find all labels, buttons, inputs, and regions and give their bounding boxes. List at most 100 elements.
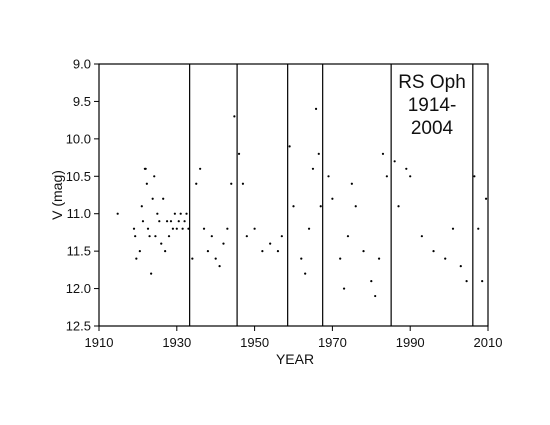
y-tick-label: 10.0 xyxy=(66,131,91,146)
data-point xyxy=(154,235,157,238)
data-point xyxy=(187,227,190,230)
data-point xyxy=(164,250,167,253)
data-point xyxy=(214,257,217,260)
data-point xyxy=(218,265,221,268)
y-axis-ticks: 9.0 9.5 10.0 10.5 11.0 11.5 12.0 12.5 xyxy=(66,57,99,334)
x-tick-label: 1950 xyxy=(240,335,269,350)
data-point xyxy=(158,220,161,223)
data-point xyxy=(311,167,315,170)
data-point xyxy=(444,257,447,260)
data-point xyxy=(195,182,198,185)
data-point xyxy=(314,107,318,111)
data-point xyxy=(307,227,311,230)
data-point xyxy=(304,272,307,275)
data-point xyxy=(165,220,169,223)
data-point xyxy=(132,227,136,230)
data-point xyxy=(222,242,225,245)
data-point xyxy=(405,167,408,170)
data-point xyxy=(167,235,171,238)
data-point xyxy=(432,250,435,253)
data-point xyxy=(206,250,210,253)
data-point xyxy=(327,175,330,178)
x-axis-label: YEAR xyxy=(276,351,314,367)
data-point xyxy=(269,242,272,245)
y-axis-label: V (mag) xyxy=(49,170,65,220)
data-point xyxy=(151,197,154,200)
y-tick-label: 11.0 xyxy=(67,206,91,221)
data-point xyxy=(484,197,488,200)
data-points xyxy=(116,107,488,298)
x-tick-label: 1930 xyxy=(162,335,191,350)
data-point xyxy=(342,287,346,290)
annotation-line-2: 1914- xyxy=(408,95,457,116)
y-tick-label: 9.5 xyxy=(73,94,91,109)
data-point xyxy=(477,227,480,230)
data-point xyxy=(191,257,194,260)
data-point xyxy=(292,205,295,208)
data-point xyxy=(177,220,180,223)
x-tick-label: 1990 xyxy=(396,335,425,350)
data-point xyxy=(237,152,241,155)
x-axis-ticks: 1910 1930 1950 1970 1990 2010 xyxy=(85,326,502,350)
data-point xyxy=(354,205,357,208)
y-tick-label: 10.5 xyxy=(66,169,91,184)
data-point xyxy=(451,227,455,230)
data-point xyxy=(138,250,141,253)
data-point xyxy=(261,250,264,253)
data-point xyxy=(199,167,202,170)
y-tick-label: 12.5 xyxy=(66,319,91,334)
data-point xyxy=(481,279,484,283)
data-point xyxy=(253,227,256,230)
annotation-line-1: RS Oph xyxy=(398,72,466,93)
data-point xyxy=(241,182,245,185)
data-point xyxy=(181,227,184,230)
data-point xyxy=(397,205,400,208)
annotation-line-3: 2004 xyxy=(411,118,454,139)
data-point xyxy=(171,227,175,230)
data-point xyxy=(377,257,381,260)
x-tick-label: 1970 xyxy=(318,335,347,350)
data-point xyxy=(162,197,165,200)
data-point xyxy=(145,182,148,185)
data-point xyxy=(134,235,137,238)
data-point xyxy=(153,175,156,178)
data-point xyxy=(409,175,412,178)
data-point xyxy=(169,220,173,223)
data-point xyxy=(420,235,423,238)
plot-frame xyxy=(98,63,489,327)
data-point xyxy=(362,250,365,253)
data-point xyxy=(202,227,206,230)
data-point xyxy=(381,152,385,155)
data-point xyxy=(233,115,236,118)
data-point xyxy=(160,242,163,245)
data-point xyxy=(370,279,373,283)
data-point xyxy=(156,212,159,215)
data-point xyxy=(319,205,322,208)
data-point xyxy=(116,212,119,215)
x-tick-label: 1910 xyxy=(85,335,114,350)
data-point xyxy=(146,227,150,230)
data-point xyxy=(185,212,188,215)
y-tick-label: 9.0 xyxy=(73,57,91,72)
data-point xyxy=(350,182,353,185)
outburst-marker-lines xyxy=(189,64,474,326)
data-point xyxy=(226,227,229,230)
data-point xyxy=(317,152,320,155)
data-point xyxy=(465,279,468,283)
data-point xyxy=(179,212,182,215)
y-tick-label: 11.5 xyxy=(67,244,91,259)
data-point xyxy=(150,272,153,275)
data-point xyxy=(210,235,213,238)
data-point xyxy=(141,220,145,223)
data-point xyxy=(183,220,186,223)
data-point xyxy=(230,182,233,185)
data-point xyxy=(331,197,334,200)
data-point xyxy=(346,235,350,238)
data-point xyxy=(175,227,178,230)
data-point xyxy=(473,175,476,178)
data-point xyxy=(459,265,462,268)
data-point xyxy=(135,257,138,260)
y-tick-label: 12.0 xyxy=(66,281,91,296)
data-point xyxy=(288,145,291,148)
